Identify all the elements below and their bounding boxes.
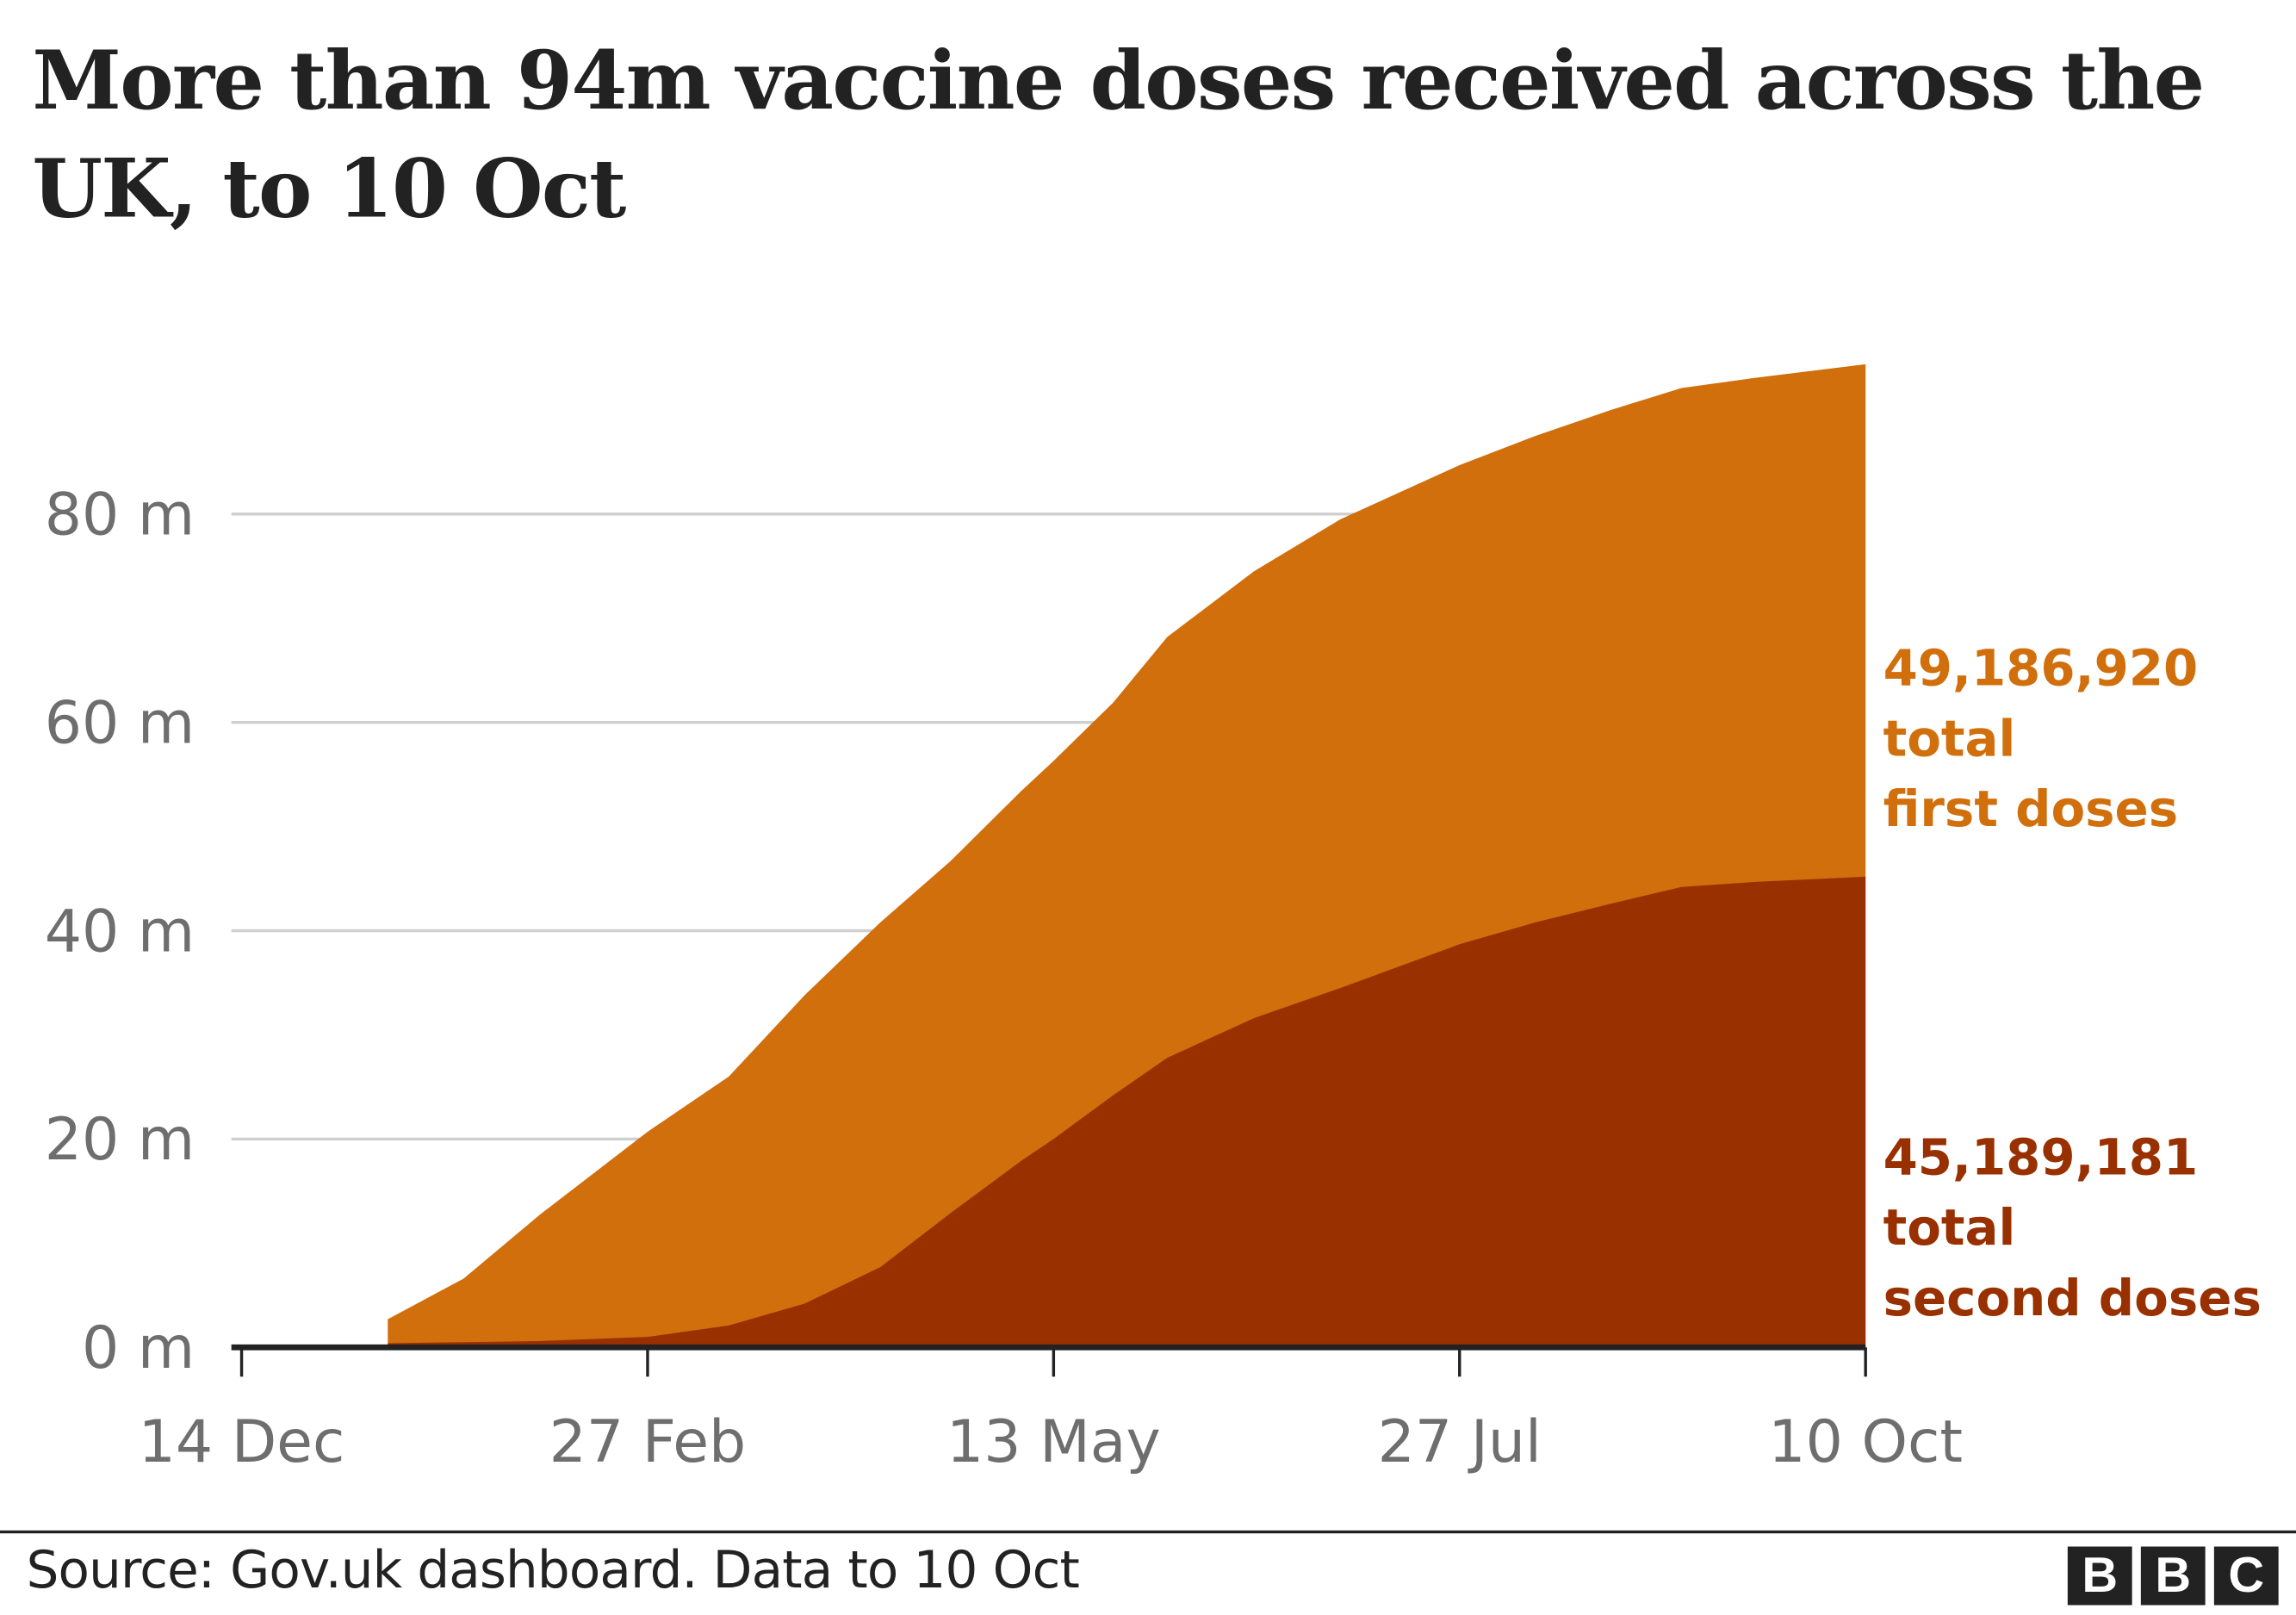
source-note: Source: Gov.uk dashboard. Data to 10 Oct [26,1542,1080,1601]
annotation-label: total [1883,1198,2016,1257]
bbc-logo: B B C [2067,1546,2279,1606]
x-tick-label: 27 Feb [549,1408,747,1476]
chart-title: More than 94m vaccine doses received acr… [32,32,2205,236]
y-tick-label: 20 m [45,1106,195,1174]
footer-divider [0,1530,2296,1534]
bbc-logo-block: B [2067,1546,2132,1606]
y-tick-label: 60 m [45,689,195,757]
annotation-label: first doses [1883,780,2179,838]
x-tick-label: 14 Dec [139,1408,345,1476]
x-tick-label: 10 Oct [1768,1408,1963,1476]
y-tick-label: 80 m [45,481,195,550]
y-tick-label: 0 m [82,1314,195,1382]
x-tick-label: 27 Jul [1378,1408,1542,1476]
y-tick-label: 40 m [45,898,195,966]
annotation-label: total [1883,709,2016,767]
annotation-value: 45,189,181 [1883,1128,2199,1187]
annotation-value: 49,186,920 [1883,639,2199,698]
annotation-label: second doses [1883,1269,2262,1327]
area-total-second-doses [388,876,1866,1348]
x-tick-label: 13 May [946,1408,1161,1476]
area-chart: 0 m 20 m 40 m 60 m 80 m 14 Dec 27 Feb 13 May 27 … [45,363,2262,1476]
bbc-logo-block: B [2140,1546,2206,1606]
bbc-logo-block: C [2213,1546,2279,1606]
